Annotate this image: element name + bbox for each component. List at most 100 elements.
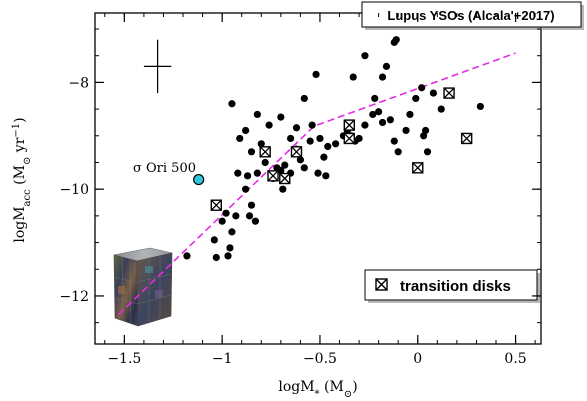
y-label-unit-open: (M [12, 165, 28, 189]
data-point [245, 212, 254, 220]
data-point [361, 52, 369, 60]
x-tick-label: −1.5 [107, 351, 141, 367]
x-label-main: logM [278, 379, 314, 395]
transition-disk-cross [461, 133, 473, 144]
y-label-unit-mid: yr [12, 137, 28, 156]
data-point [306, 137, 314, 145]
data-point [316, 134, 324, 143]
data-point [253, 110, 261, 119]
data-point [261, 158, 269, 167]
x-tick-label: 0.5 [504, 351, 526, 367]
cube-illustration [113, 247, 173, 327]
error-bar [143, 39, 172, 94]
sigma-ori-point [193, 173, 205, 186]
transition-disk-cross [291, 146, 302, 158]
data-point [420, 132, 428, 140]
legend-label: transition disks [400, 278, 511, 295]
axis-ticks [95, 13, 541, 344]
data-point [378, 73, 387, 81]
transition-disk-point [443, 87, 455, 99]
transition-disk-cross [443, 87, 455, 99]
data-point [212, 253, 220, 262]
data-point [247, 201, 256, 209]
title-box: Lupus YSOs (Alcala'+2017) [361, 1, 584, 30]
data-point [234, 169, 242, 177]
transition-disk-cross [210, 199, 222, 211]
data-point [292, 124, 301, 132]
data-point [228, 228, 236, 236]
data-point [300, 94, 308, 103]
x-label-unit-open: (M [320, 379, 344, 395]
data-point [281, 161, 289, 169]
data-point [437, 105, 445, 113]
data-point [226, 244, 234, 252]
data-point [332, 140, 340, 148]
data-point [320, 153, 328, 161]
data-point [386, 116, 394, 124]
transition-disk-point [290, 146, 303, 158]
transition-disk-cross [279, 173, 291, 184]
data-point [382, 62, 391, 70]
transition-disk-point [343, 119, 355, 131]
transition-disk-point [412, 162, 424, 174]
y-label-unit-sup: −1 [11, 123, 22, 138]
data-point [277, 166, 285, 175]
data-point [277, 113, 285, 121]
data-point [242, 126, 250, 135]
y-tick-label: −8 [68, 75, 89, 91]
data-point [236, 134, 244, 143]
data-point [361, 121, 369, 129]
y-label-sub: acc [22, 189, 33, 207]
data-point [406, 110, 414, 119]
data-point [265, 121, 273, 129]
data-point [349, 73, 357, 81]
data-point [242, 185, 250, 193]
data-point [394, 148, 402, 156]
transition-disk-point [210, 199, 222, 211]
data-point [369, 110, 377, 119]
transition-disk-cross [343, 119, 355, 131]
x-tick-label: −0.5 [303, 351, 337, 367]
data-point [418, 84, 426, 92]
data-point [247, 148, 256, 156]
transition-disk-point [279, 172, 291, 185]
fit-line [117, 52, 516, 316]
data-point [218, 217, 226, 225]
data-point [423, 148, 432, 156]
x-label-sun: ⊙ [344, 389, 352, 400]
x-tick-label: 0 [413, 351, 422, 367]
data-point [402, 126, 410, 135]
legend: transition disks [364, 269, 540, 303]
data-point [228, 100, 236, 108]
x-axis-label: logM* (M⊙) [278, 379, 357, 400]
data-points [183, 36, 484, 262]
data-point [392, 36, 400, 44]
annotation-label: σ Ori 500 [133, 161, 196, 176]
data-point [375, 108, 383, 116]
data-point [257, 140, 265, 148]
data-point [224, 252, 232, 260]
data-point [371, 94, 379, 103]
data-point [300, 164, 308, 172]
data-point [324, 142, 332, 151]
transition-disk-point [259, 146, 271, 158]
data-point [314, 169, 322, 177]
data-point [378, 118, 387, 127]
x-label-sub: * [315, 389, 320, 400]
data-point [296, 156, 304, 164]
transition-disk-cross [259, 146, 271, 158]
transition-disk-point [343, 132, 355, 145]
y-tick-label: −12 [59, 289, 89, 305]
data-point [232, 212, 240, 220]
fit-line-group [117, 52, 516, 316]
transition-disk-cross [343, 133, 355, 144]
data-point [279, 185, 287, 193]
data-point [308, 121, 316, 129]
data-point [253, 169, 261, 177]
y-label-sun: ⊙ [22, 157, 33, 165]
transition-disk-cross [267, 170, 279, 182]
data-point [322, 172, 330, 180]
transition-disk-point [267, 170, 279, 182]
y-axis-label: logMacc (M⊙ yr−1) [11, 117, 33, 242]
